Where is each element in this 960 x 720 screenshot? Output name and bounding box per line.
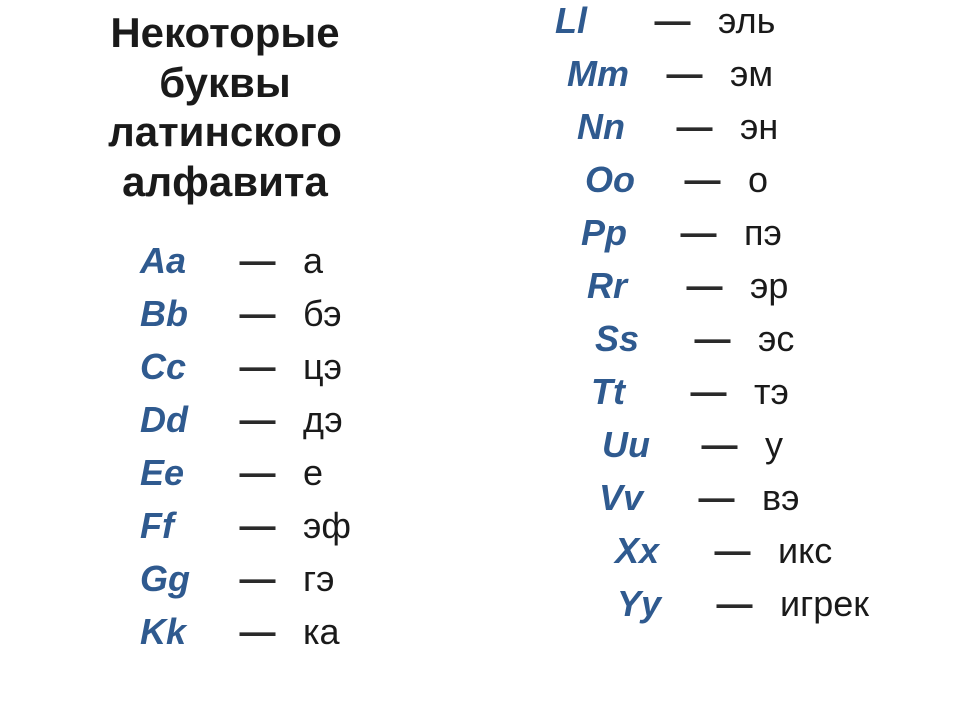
page-title: Некоторые буквы латинского алфавита — [60, 8, 390, 206]
pronunciation: о — [748, 159, 768, 201]
dash-separator: — — [667, 106, 722, 148]
pronunciation: икс — [778, 530, 832, 572]
latin-letter: Oo — [585, 159, 665, 201]
latin-letter: Tt — [591, 371, 671, 413]
pronunciation: эс — [758, 318, 794, 360]
page: Некоторые буквы латинского алфавита Aa—а… — [0, 0, 960, 720]
dash-separator: — — [685, 318, 740, 360]
pronunciation: пэ — [744, 212, 782, 254]
pronunciation: эр — [750, 265, 788, 307]
latin-letter: Rr — [587, 265, 667, 307]
dash-separator: — — [230, 240, 285, 282]
pronunciation: а — [303, 240, 323, 282]
pronunciation: ка — [303, 611, 340, 653]
dash-separator: — — [677, 265, 732, 307]
alphabet-row: Pp— пэ — [581, 212, 782, 254]
title-line: Некоторые — [60, 8, 390, 58]
alphabet-row: Cc— цэ — [140, 346, 342, 388]
pronunciation: игрек — [780, 583, 869, 625]
dash-separator: — — [230, 505, 285, 547]
alphabet-row: Ll— эль — [555, 0, 775, 42]
latin-letter: Dd — [140, 399, 220, 441]
alphabet-row: Ee— е — [140, 452, 323, 494]
latin-letter: Ll — [555, 0, 635, 42]
latin-letter: Bb — [140, 293, 220, 335]
alphabet-row: Bb— бэ — [140, 293, 342, 335]
dash-separator: — — [707, 583, 762, 625]
latin-letter: Pp — [581, 212, 661, 254]
alphabet-row: Xx— икс — [615, 530, 832, 572]
title-line: алфавита — [60, 157, 390, 207]
latin-letter: Aa — [140, 240, 220, 282]
dash-separator: — — [230, 293, 285, 335]
title-line: буквы — [60, 58, 390, 108]
alphabet-row: Vv— вэ — [599, 477, 800, 519]
alphabet-row: Aa— а — [140, 240, 323, 282]
pronunciation: эм — [730, 53, 773, 95]
pronunciation: е — [303, 452, 323, 494]
pronunciation: у — [765, 424, 783, 466]
dash-separator: — — [645, 0, 700, 42]
title-line: латинского — [60, 107, 390, 157]
dash-separator: — — [681, 371, 736, 413]
alphabet-row: Kk— ка — [140, 611, 340, 653]
pronunciation: эн — [740, 106, 778, 148]
latin-letter: Uu — [602, 424, 682, 466]
latin-letter: Gg — [140, 558, 220, 600]
pronunciation: бэ — [303, 293, 342, 335]
pronunciation: эль — [718, 0, 775, 42]
latin-letter: Kk — [140, 611, 220, 653]
latin-letter: Ff — [140, 505, 220, 547]
latin-letter: Nn — [577, 106, 657, 148]
alphabet-row: Tt— тэ — [591, 371, 789, 413]
dash-separator: — — [692, 424, 747, 466]
alphabet-row: Uu— у — [602, 424, 783, 466]
dash-separator: — — [230, 346, 285, 388]
latin-letter: Ee — [140, 452, 220, 494]
latin-letter: Yy — [617, 583, 697, 625]
latin-letter: Vv — [599, 477, 679, 519]
alphabet-row: Nn— эн — [577, 106, 778, 148]
alphabet-row: Ss— эс — [595, 318, 794, 360]
dash-separator: — — [675, 159, 730, 201]
pronunciation: вэ — [762, 477, 800, 519]
dash-separator: — — [230, 452, 285, 494]
dash-separator: — — [671, 212, 726, 254]
dash-separator: — — [230, 611, 285, 653]
alphabet-row: Rr— эр — [587, 265, 788, 307]
pronunciation: эф — [303, 505, 351, 547]
dash-separator: — — [230, 399, 285, 441]
latin-letter: Mm — [567, 53, 647, 95]
dash-separator: — — [705, 530, 760, 572]
dash-separator: — — [689, 477, 744, 519]
alphabet-row: Gg— гэ — [140, 558, 335, 600]
pronunciation: дэ — [303, 399, 343, 441]
alphabet-row: Oo— о — [585, 159, 768, 201]
latin-letter: Ss — [595, 318, 675, 360]
alphabet-row: Dd— дэ — [140, 399, 343, 441]
latin-letter: Cc — [140, 346, 220, 388]
dash-separator: — — [657, 53, 712, 95]
pronunciation: гэ — [303, 558, 335, 600]
alphabet-row: Yy— игрек — [617, 583, 869, 625]
dash-separator: — — [230, 558, 285, 600]
alphabet-row: Mm— эм — [567, 53, 773, 95]
alphabet-row: Ff— эф — [140, 505, 351, 547]
pronunciation: цэ — [303, 346, 342, 388]
latin-letter: Xx — [615, 530, 695, 572]
pronunciation: тэ — [754, 371, 789, 413]
